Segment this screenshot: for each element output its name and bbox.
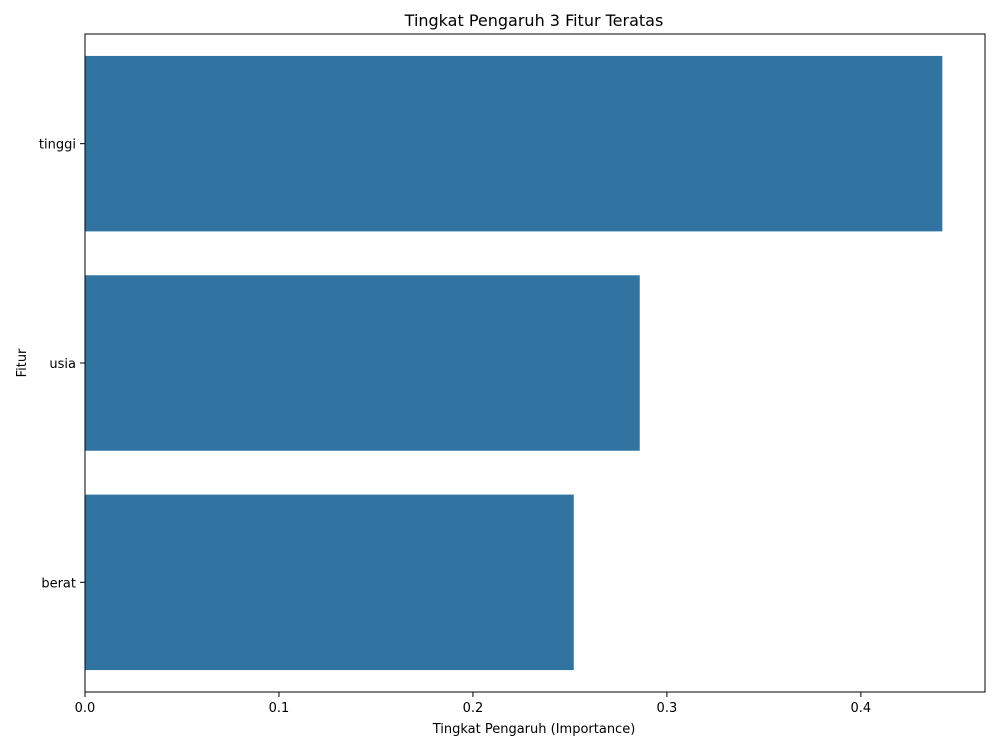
y-axis: tinggi usia berat (39, 138, 85, 591)
x-tick-label: 0.0 (75, 701, 96, 716)
bar-berat (85, 494, 574, 671)
y-tick-label: usia (49, 357, 76, 372)
x-tick-label: 0.1 (269, 701, 290, 716)
bar-usia (85, 275, 640, 451)
y-tick-label: tinggi (39, 138, 76, 153)
x-axis: 0.0 0.1 0.2 0.3 0.4 (75, 692, 872, 716)
x-axis-title: Tingkat Pengaruh (Importance) (432, 722, 636, 737)
x-tick-label: 0.3 (657, 701, 678, 716)
bars-layer (85, 55, 943, 671)
chart-title: Tingkat Pengaruh 3 Fitur Teratas (404, 11, 664, 30)
y-tick-label: berat (41, 576, 76, 591)
bar-tinggi (85, 55, 943, 232)
y-axis-title: Fitur (15, 348, 30, 377)
x-tick-label: 0.2 (463, 701, 484, 716)
x-tick-label: 0.4 (851, 701, 872, 716)
